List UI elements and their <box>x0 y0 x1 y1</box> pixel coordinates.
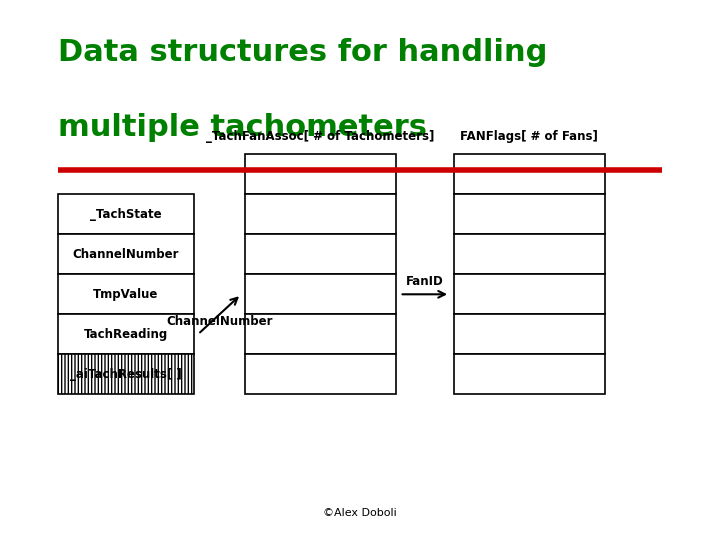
Text: multiple tachometers: multiple tachometers <box>58 113 426 143</box>
Bar <box>58 314 194 354</box>
Bar <box>58 274 194 314</box>
Bar <box>245 234 396 274</box>
Text: Data structures for handling: Data structures for handling <box>58 38 547 67</box>
Text: ChannelNumber: ChannelNumber <box>73 248 179 261</box>
Bar <box>58 354 194 394</box>
Bar <box>454 354 605 394</box>
Bar <box>454 234 605 274</box>
Bar <box>454 274 605 314</box>
Bar <box>58 234 194 274</box>
Text: _TachFanAssoc[ # of Tachometers]: _TachFanAssoc[ # of Tachometers] <box>206 130 435 143</box>
Bar <box>58 194 194 234</box>
Bar <box>245 194 396 234</box>
Bar <box>245 314 396 354</box>
Bar <box>454 314 605 354</box>
Bar <box>245 354 396 394</box>
Text: FanID: FanID <box>406 275 444 288</box>
Text: ChannelNumber: ChannelNumber <box>166 315 273 328</box>
Text: FANFlags[ # of Fans]: FANFlags[ # of Fans] <box>460 130 598 143</box>
Text: ©Alex Doboli: ©Alex Doboli <box>323 508 397 518</box>
Bar <box>245 154 396 194</box>
Bar <box>454 154 605 194</box>
Text: _TachState: _TachState <box>90 208 162 221</box>
Text: _aiTachResults[ ]: _aiTachResults[ ] <box>70 368 182 381</box>
Text: TmpValue: TmpValue <box>94 288 158 301</box>
Text: TachReading: TachReading <box>84 328 168 341</box>
Bar <box>245 274 396 314</box>
Bar <box>454 194 605 234</box>
